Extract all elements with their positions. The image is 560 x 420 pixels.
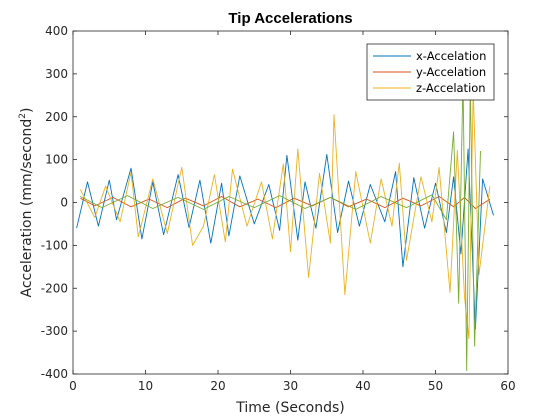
y-tick-label: 300 — [45, 67, 68, 81]
x-tick-label: 30 — [283, 379, 298, 393]
y-axis-label-base: Acceleration (mm/second — [19, 119, 35, 298]
y-tick-label: -300 — [41, 324, 68, 338]
y-tick-label: 400 — [45, 24, 68, 38]
x-tick-label: 10 — [138, 379, 153, 393]
x-ticks: 0 10 20 30 40 50 60 — [69, 31, 516, 393]
y-tick-label: 0 — [60, 196, 68, 210]
series-layer — [76, 77, 494, 372]
legend-label: z-Accelation — [416, 81, 486, 95]
y-tick-label: 100 — [45, 153, 68, 167]
x-tick-label: 40 — [355, 379, 370, 393]
x-tick-label: 50 — [428, 379, 443, 393]
x-tick-label: 20 — [210, 379, 225, 393]
x-tick-label: 0 — [69, 379, 77, 393]
x-tick-label: 60 — [500, 379, 515, 393]
y-tick-label: -400 — [41, 367, 68, 381]
series-line-4 — [80, 77, 481, 372]
x-axis-label: Time (Seconds) — [235, 400, 344, 416]
y-axis-label-close: ) — [19, 107, 35, 112]
y-axis-label-exponent: 2 — [18, 113, 28, 119]
y-axis-label: Acceleration (mm/second2) — [18, 107, 35, 297]
y-tick-label: 200 — [45, 110, 68, 124]
legend-label: y-Accelation — [416, 65, 486, 79]
legend: x-Accelation y-Accelation z-Accelation — [366, 43, 495, 101]
chart-title: Tip Accelerations — [228, 10, 352, 27]
y-tick-label: -200 — [41, 281, 68, 295]
y-tick-label: -100 — [41, 238, 68, 252]
legend-label: x-Accelation — [416, 49, 486, 63]
y-ticks: -400 -300 -200 -100 0 100 200 300 400 — [41, 24, 508, 381]
series-line-1 — [76, 148, 494, 330]
series-line-3 — [79, 89, 491, 340]
